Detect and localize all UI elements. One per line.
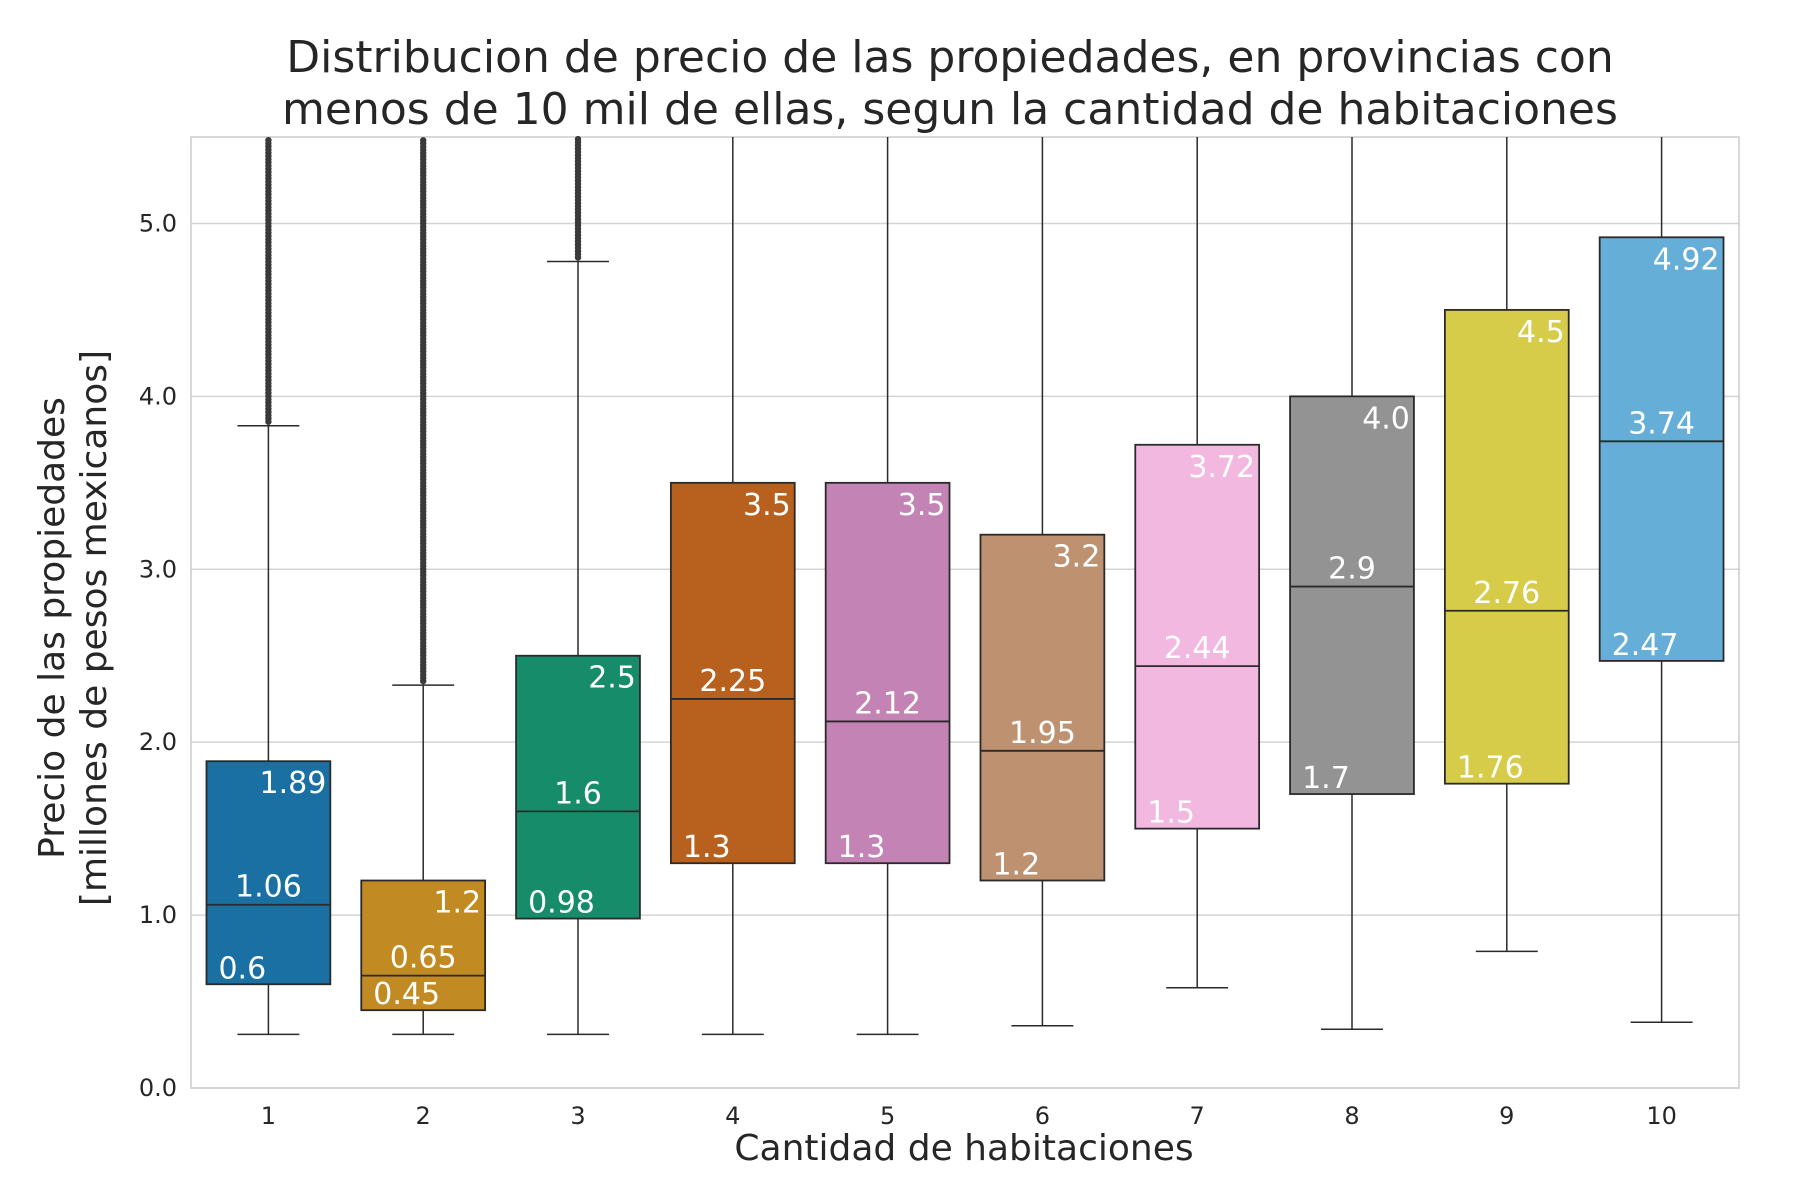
median-label: 1.06 bbox=[235, 870, 302, 905]
outlier-point bbox=[265, 136, 272, 144]
median-label: 1.95 bbox=[1009, 716, 1076, 751]
median-label: 3.74 bbox=[1628, 406, 1695, 441]
q3-label: 1.89 bbox=[260, 766, 327, 801]
x-tick-label: 9 bbox=[1499, 1102, 1514, 1130]
q1-label: 0.98 bbox=[528, 886, 595, 921]
x-tick-label: 1 bbox=[261, 1102, 276, 1130]
q3-label: 3.2 bbox=[1053, 540, 1101, 575]
q3-label: 4.92 bbox=[1653, 242, 1720, 277]
q1-label: 1.76 bbox=[1457, 751, 1524, 786]
x-tick-label: 7 bbox=[1190, 1102, 1205, 1130]
x-axis-label: Cantidad de habitaciones bbox=[734, 1128, 1193, 1169]
box-group-6: 3.2 1.95 1.2 bbox=[979, 137, 1106, 1027]
box-iqr bbox=[515, 654, 641, 920]
q1-label: 2.47 bbox=[1612, 628, 1679, 663]
q1-label: 1.3 bbox=[838, 830, 886, 865]
box-group-10: 4.92 3.74 2.47 bbox=[1598, 137, 1725, 1024]
outlier-points bbox=[420, 137, 427, 685]
q3-label: 4.0 bbox=[1362, 401, 1410, 436]
q3-label: 3.5 bbox=[743, 488, 791, 523]
median-label: 1.6 bbox=[554, 776, 602, 811]
q1-label: 1.7 bbox=[1302, 761, 1350, 796]
median-label: 2.9 bbox=[1328, 552, 1376, 587]
box-group-7: 3.72 2.44 1.5 bbox=[1134, 137, 1261, 989]
y-tick-label: 1.0 bbox=[139, 901, 177, 929]
x-tick-label: 8 bbox=[1344, 1102, 1359, 1130]
x-tick-label: 2 bbox=[416, 1102, 431, 1130]
box-iqr bbox=[669, 481, 796, 865]
y-axis-label-line-1: Precio de las propiedades bbox=[32, 397, 73, 859]
q1-label: 0.45 bbox=[373, 977, 440, 1012]
median-label: 2.12 bbox=[854, 686, 921, 721]
x-tick-label: 4 bbox=[725, 1102, 740, 1130]
median-label: 2.44 bbox=[1164, 631, 1231, 666]
x-tick-label: 10 bbox=[1646, 1102, 1677, 1130]
box-iqr bbox=[1598, 236, 1725, 662]
median-label: 0.65 bbox=[390, 941, 457, 976]
box-iqr bbox=[824, 481, 951, 865]
q3-label: 1.2 bbox=[433, 886, 481, 921]
x-tick-label: 3 bbox=[570, 1102, 585, 1130]
median-label: 2.76 bbox=[1473, 576, 1540, 611]
q3-label: 3.5 bbox=[898, 488, 946, 523]
plot-frame bbox=[190, 136, 1740, 1089]
box-group-2: 1.2 0.650.45 bbox=[360, 137, 487, 1036]
box-group-4: 3.5 2.25 1.3 bbox=[669, 137, 796, 1036]
box-group-8: 4.0 2.9 1.7 bbox=[1289, 137, 1415, 1030]
y-tick-label: 4.0 bbox=[139, 382, 177, 410]
y-axis-label-line-2: [millones de pesos mexicanos] bbox=[74, 350, 115, 906]
outlier-points bbox=[574, 135, 582, 261]
box-iqr bbox=[979, 533, 1106, 882]
y-tick-label: 0.0 bbox=[139, 1074, 177, 1102]
q1-label: 0.6 bbox=[218, 951, 266, 986]
box-group-1: 1.89 1.06 0.6 bbox=[205, 136, 332, 1036]
outlier-point bbox=[420, 137, 427, 144]
q1-label: 1.5 bbox=[1147, 796, 1195, 831]
chart-title-line-2: menos de 10 mil de ellas, segun la canti… bbox=[282, 84, 1618, 135]
y-tick-label: 3.0 bbox=[139, 555, 177, 583]
median-label: 2.25 bbox=[699, 664, 766, 699]
q1-label: 1.2 bbox=[992, 848, 1040, 883]
y-tick-label: 2.0 bbox=[139, 728, 177, 756]
box-group-3: 2.5 1.6 0.98 bbox=[515, 135, 641, 1036]
box-group-5: 3.5 2.12 1.3 bbox=[824, 137, 951, 1036]
box-iqr bbox=[360, 879, 487, 1012]
q3-label: 2.5 bbox=[588, 661, 636, 696]
x-tick-label: 6 bbox=[1035, 1102, 1050, 1130]
x-tick-labels: 1 2 3 4 5 6 7 8 9 10 bbox=[261, 1102, 1677, 1130]
y-axis-label: Precio de las propiedades [millones de p… bbox=[32, 350, 115, 906]
box-iqr bbox=[1443, 309, 1570, 785]
boxes-layer: 1.89 1.06 0.6 1.2 0.650.45 2.5 1.6 0.98 3.5 2.25 1… bbox=[205, 135, 1725, 1036]
q3-label: 3.72 bbox=[1188, 450, 1255, 485]
chart-title-line-1: Distribucion de precio de las propiedade… bbox=[286, 32, 1613, 83]
x-tick-label: 5 bbox=[880, 1102, 895, 1130]
box-iqr bbox=[1289, 395, 1415, 795]
q1-label: 1.3 bbox=[683, 830, 731, 865]
outlier-point bbox=[574, 135, 582, 143]
box-iqr bbox=[205, 760, 332, 986]
box-iqr bbox=[1134, 443, 1261, 830]
outlier-points bbox=[265, 136, 272, 425]
y-tick-labels: 0.0 1.0 2.0 3.0 4.0 5.0 bbox=[139, 209, 177, 1102]
y-tick-label: 5.0 bbox=[139, 209, 177, 237]
box-group-9: 4.5 2.76 1.76 bbox=[1443, 137, 1570, 953]
q3-label: 4.5 bbox=[1517, 315, 1565, 350]
